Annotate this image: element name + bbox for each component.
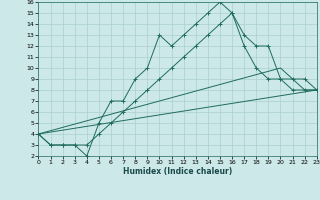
X-axis label: Humidex (Indice chaleur): Humidex (Indice chaleur) (123, 167, 232, 176)
